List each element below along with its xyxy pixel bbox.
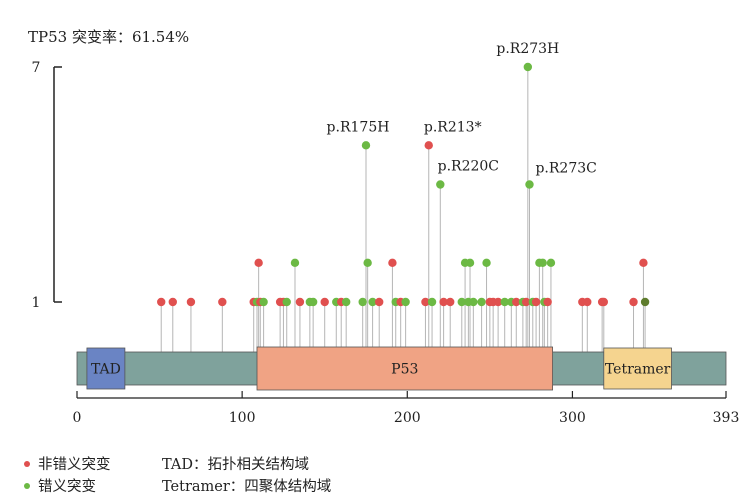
nonmissense-dot-icon [24, 460, 30, 467]
mutation-head [446, 297, 455, 307]
mutation-head [168, 297, 177, 307]
mutation-head [341, 297, 351, 307]
hotspot-label: p.R220C [438, 159, 499, 175]
mutation-head [469, 297, 478, 307]
hotspot-label: p.R213* [424, 119, 482, 135]
mutation-head [465, 258, 475, 268]
legend-nonmissense: 非错义突变 [24, 453, 111, 474]
mutation-head [538, 258, 547, 268]
mutation-head [401, 297, 410, 307]
legend-nonmissense-label: 非错义突变 [38, 457, 111, 473]
mutation-head [186, 297, 196, 307]
mutation-head [363, 258, 372, 268]
mutation-head [368, 297, 377, 307]
mutation-head [421, 297, 430, 307]
mutation-head [457, 297, 466, 307]
mutation-head [523, 62, 533, 72]
x-tick-label: 300 [559, 410, 586, 426]
y-tick-label: 1 [32, 295, 41, 311]
mutation-head [295, 297, 305, 307]
mutation-head [477, 297, 486, 307]
mutation-head [218, 297, 227, 307]
y-tick-label: 7 [32, 60, 41, 76]
mutation-head [388, 258, 397, 268]
chart-title: TP53 突变率：61.54% [28, 28, 190, 46]
domain-label: Tetramer [605, 362, 671, 378]
mutation-head [375, 297, 384, 307]
mutation-head [282, 297, 291, 307]
missense-dot-icon [24, 482, 30, 489]
mutation-head [436, 180, 445, 189]
mutation-head [361, 141, 371, 150]
mutation-head [493, 297, 503, 307]
mutation-head [358, 297, 367, 307]
mutation-head [583, 297, 592, 307]
mutation-head [308, 297, 318, 307]
mutation-head [599, 297, 608, 307]
mutation-head [254, 258, 263, 268]
mutation-head [424, 141, 433, 150]
legend-missense: 错义突变 [24, 475, 96, 496]
mutation-head [427, 297, 437, 307]
mutation-head [290, 258, 300, 268]
x-tick-label: 0 [73, 410, 82, 426]
mutation-head [259, 297, 268, 307]
mutation-head [525, 180, 534, 189]
mutation-head [546, 258, 556, 268]
mutation-head [640, 297, 650, 307]
hotspot-label: p.R175H [327, 119, 390, 135]
domain-label: P53 [391, 362, 418, 378]
mutation-head [320, 297, 329, 307]
mutation-head [157, 297, 166, 307]
legend-missense-label: 错义突变 [38, 479, 96, 495]
mutation-head [512, 297, 521, 307]
domain-tetramer [603, 347, 672, 390]
domain-p53 [256, 346, 554, 391]
x-tick-label: 100 [229, 410, 256, 426]
hotspot-label: p.R273C [535, 161, 596, 177]
legend-tetramer-definition: Tetramer：四聚体结构域 [162, 479, 332, 495]
domain-label: TAD [91, 362, 121, 378]
mutation-head [482, 258, 491, 268]
domain-tad [86, 347, 126, 390]
legend-tad-definition: TAD：拓扑相关结构域 [162, 457, 309, 473]
hotspot-label: p.R273H [496, 41, 559, 57]
mutation-head [639, 258, 648, 268]
mutation-head [531, 297, 541, 307]
mutation-head [439, 297, 448, 307]
x-tick-label: 393 [713, 410, 740, 426]
mutation-head [500, 297, 509, 307]
x-tick-label: 200 [394, 410, 421, 426]
mutation-head [629, 297, 638, 307]
mutation-head [521, 297, 531, 307]
mutation-head [543, 297, 552, 307]
